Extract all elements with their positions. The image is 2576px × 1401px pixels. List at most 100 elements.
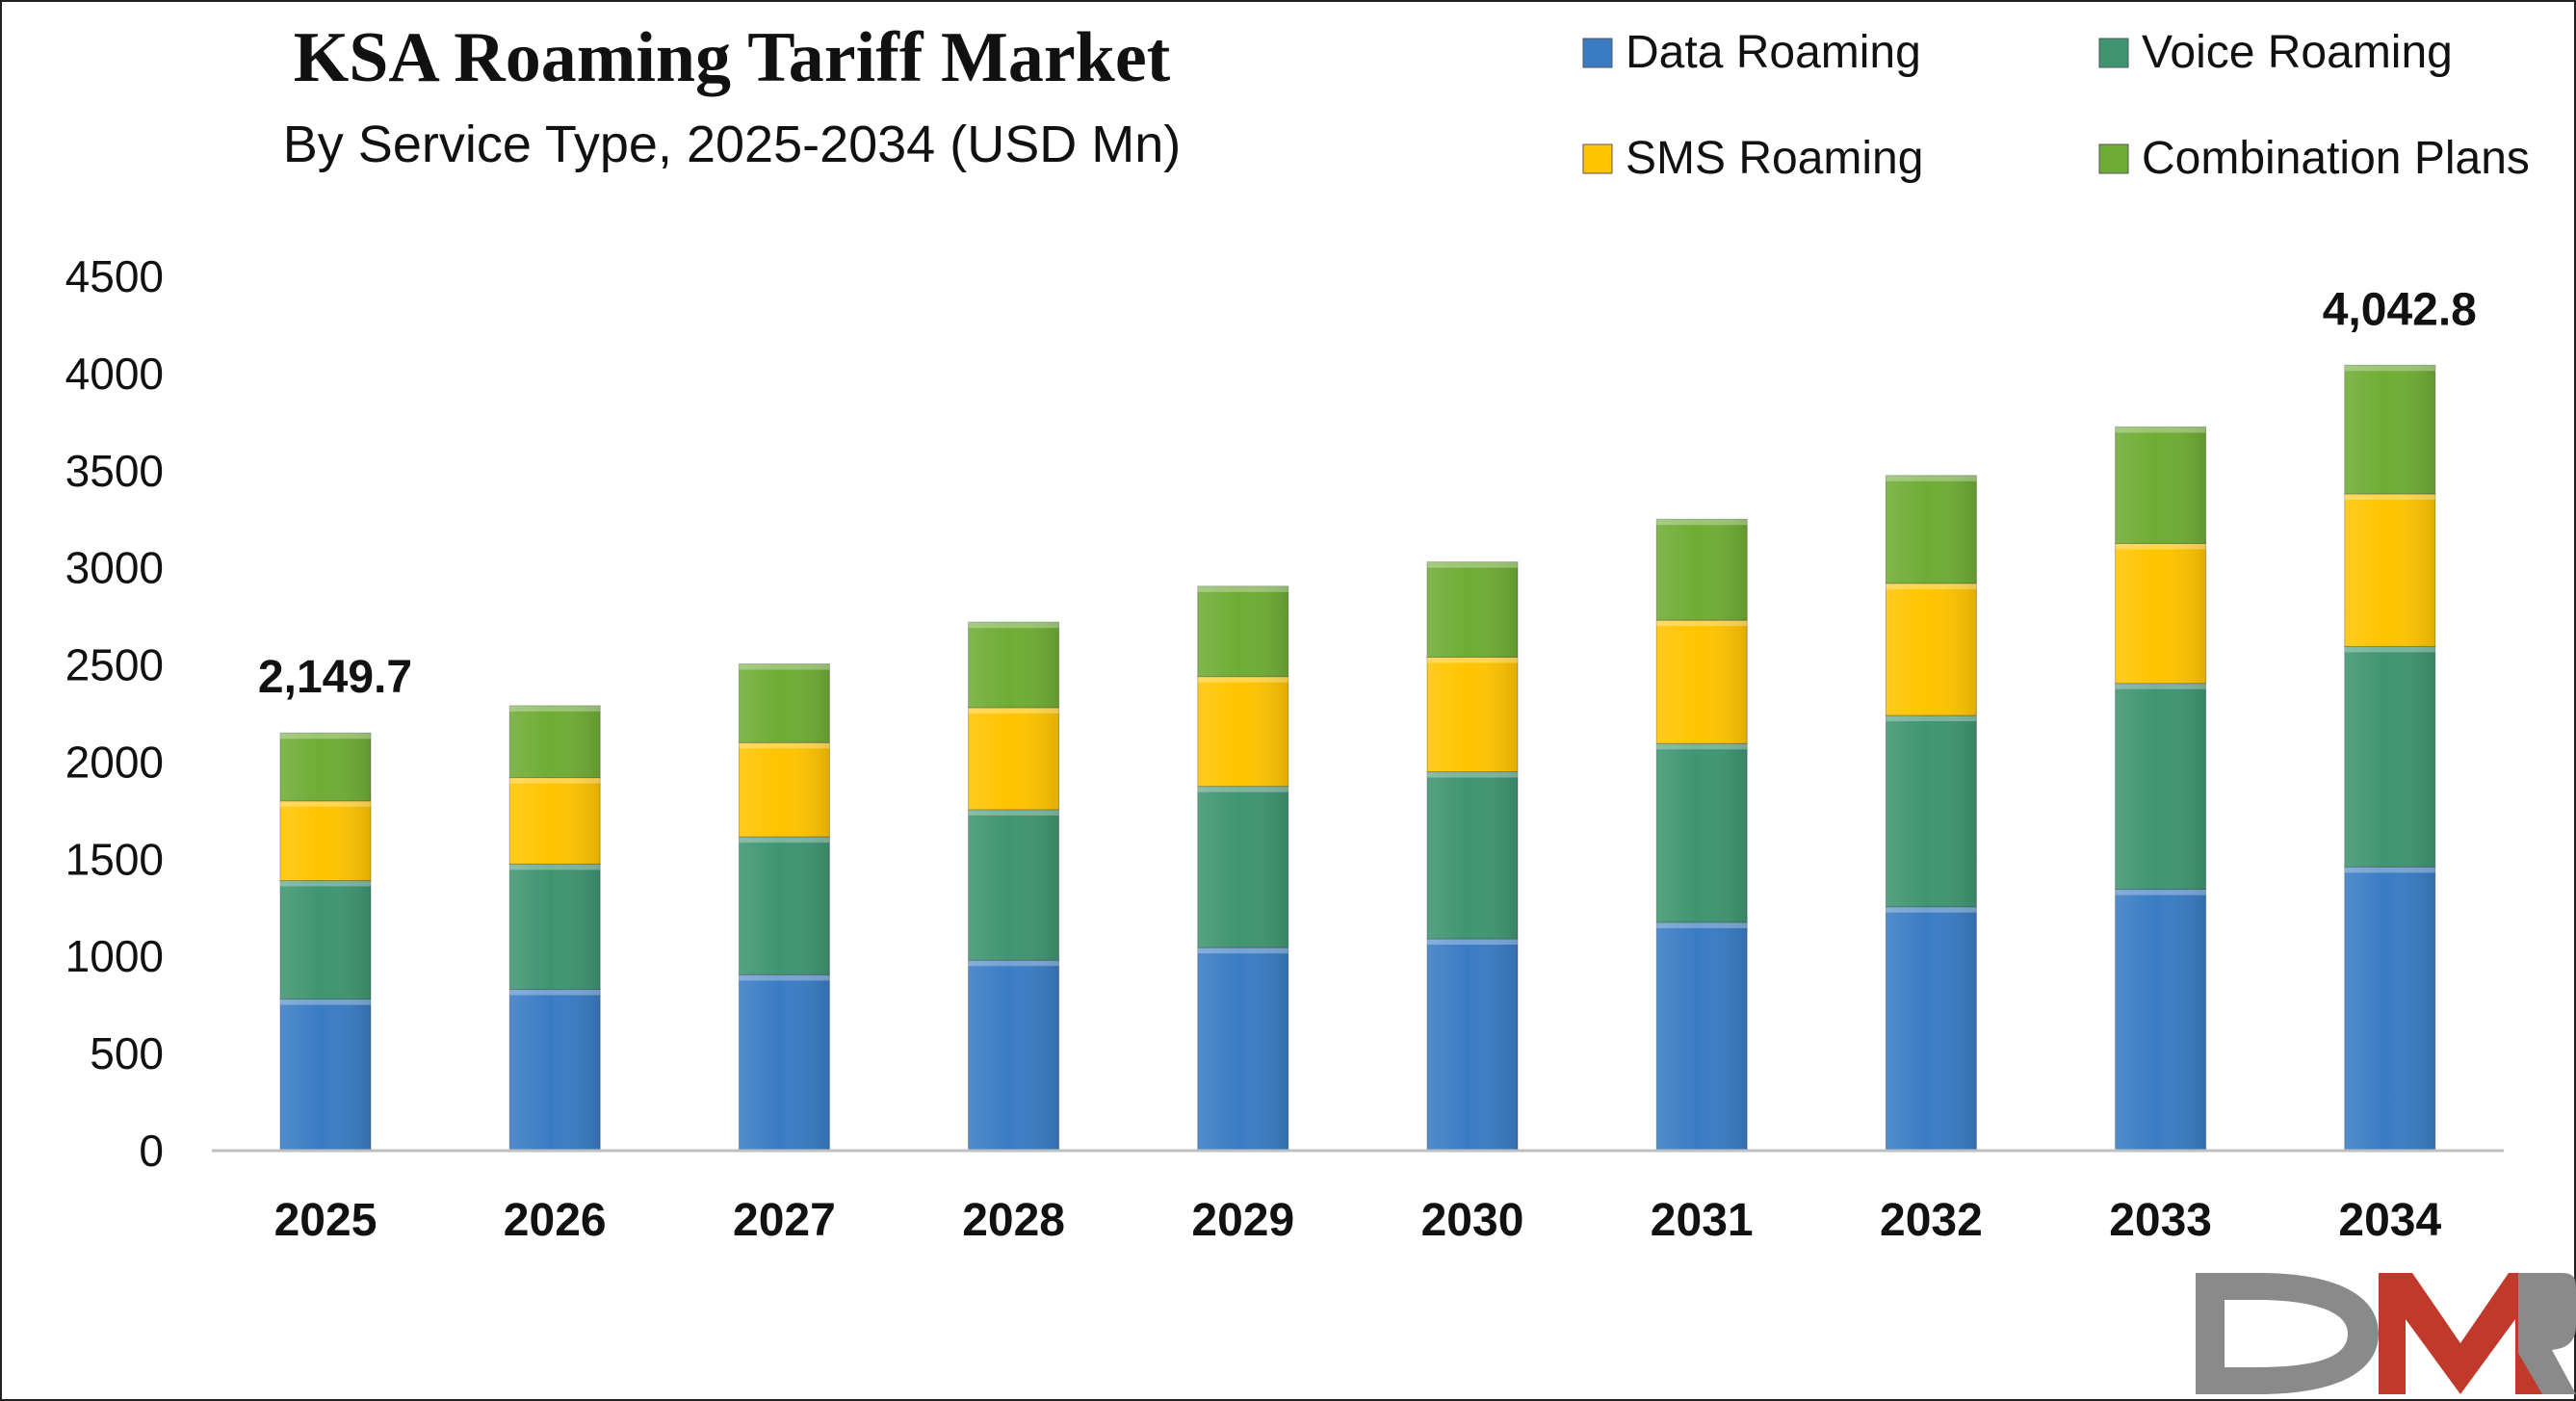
total-annotations: 2,149.7 4,042.8 — [258, 284, 2477, 703]
bar-voice-roaming-2033 — [2115, 683, 2207, 891]
legend-swatch-data-roaming — [1582, 38, 1613, 68]
x-tick-label-2033: 2033 — [2109, 1195, 2212, 1246]
bar-combination-plans-2029 — [1197, 585, 1289, 678]
x-tick-label-2028: 2028 — [962, 1195, 1065, 1246]
x-tick-label-2027: 2027 — [733, 1195, 836, 1246]
bar-data-roaming-2029 — [1197, 947, 1289, 1152]
bar-bevel-combination-plans-2025 — [280, 733, 371, 739]
bar-data-roaming-2032 — [1885, 906, 1977, 1152]
bar-bevel-combination-plans-2027 — [739, 663, 830, 670]
bar-data-roaming-2034 — [2344, 866, 2436, 1152]
bar-sms-roaming-2034 — [2344, 493, 2436, 647]
y-tick-label-0: 0 — [139, 1126, 164, 1176]
bar-sms-roaming-2028 — [968, 707, 1060, 811]
total-label-2034: 4,042.8 — [2323, 284, 2477, 335]
bar-bevel-sms-roaming-2032 — [1886, 583, 1977, 589]
bar-data-roaming-2027 — [738, 973, 830, 1152]
bar-combination-plans-2030 — [1426, 561, 1519, 658]
bar-stacks — [279, 364, 2436, 1152]
bar-sms-roaming-2026 — [508, 777, 601, 865]
x-tick-label-2032: 2032 — [1880, 1195, 1983, 1246]
x-tick-label-2029: 2029 — [1191, 1195, 1294, 1246]
legend-label-combination-plans: Combination Plans — [2142, 133, 2530, 184]
bar-bevel-data-roaming-2030 — [1427, 939, 1518, 946]
bar-bevel-combination-plans-2033 — [2115, 427, 2206, 433]
bar-bevel-sms-roaming-2029 — [1197, 676, 1288, 683]
bar-data-roaming-2026 — [508, 989, 601, 1152]
legend-label-sms-roaming: SMS Roaming — [1626, 133, 1923, 184]
bar-bevel-voice-roaming-2032 — [1886, 715, 1977, 722]
y-tick-label-4000: 4000 — [65, 349, 164, 399]
bar-bevel-data-roaming-2033 — [2115, 889, 2206, 895]
bar-bevel-sms-roaming-2030 — [1427, 657, 1518, 663]
bar-data-roaming-2031 — [1655, 921, 1748, 1152]
bar-combination-plans-2031 — [1655, 518, 1748, 621]
bar-combination-plans-2032 — [1885, 475, 1977, 584]
bar-bevel-combination-plans-2032 — [1886, 475, 1977, 481]
bar-voice-roaming-2025 — [279, 880, 372, 1000]
bar-bevel-voice-roaming-2034 — [2344, 646, 2435, 653]
bar-data-roaming-2030 — [1426, 938, 1519, 1152]
bar-sms-roaming-2031 — [1655, 619, 1748, 744]
x-axis: 2025 2026 2027 2028 2029 2030 2031 2032 2033 2034 — [212, 1149, 2504, 1246]
bar-bevel-data-roaming-2025 — [280, 999, 371, 1005]
bar-bevel-data-roaming-2026 — [509, 989, 601, 996]
bar-combination-plans-2028 — [968, 621, 1060, 709]
bar-voice-roaming-2032 — [1885, 714, 1977, 908]
bar-sms-roaming-2027 — [738, 741, 830, 838]
dmr-logo — [2196, 1273, 2576, 1394]
bar-sms-roaming-2030 — [1426, 656, 1519, 773]
legend-swatch-voice-roaming — [2098, 38, 2129, 68]
bar-data-roaming-2028 — [968, 959, 1060, 1152]
bar-voice-roaming-2027 — [738, 836, 830, 975]
y-tick-label-1500: 1500 — [65, 834, 164, 884]
y-tick-label-4500: 4500 — [65, 251, 164, 301]
bar-bevel-data-roaming-2027 — [739, 974, 830, 981]
bar-bevel-voice-roaming-2031 — [1656, 743, 1748, 750]
bar-sms-roaming-2025 — [279, 800, 372, 882]
bar-combination-plans-2026 — [508, 705, 601, 779]
bar-sms-roaming-2032 — [1885, 583, 1977, 716]
y-tick-label-500: 500 — [90, 1028, 164, 1078]
bar-bevel-sms-roaming-2027 — [739, 742, 830, 749]
legend-label-voice-roaming: Voice Roaming — [2142, 27, 2453, 78]
y-tick-label-1000: 1000 — [65, 931, 164, 981]
bar-bevel-sms-roaming-2026 — [509, 777, 601, 784]
bar-bevel-data-roaming-2029 — [1197, 947, 1288, 954]
bar-bevel-voice-roaming-2028 — [968, 809, 1059, 816]
bar-sms-roaming-2033 — [2115, 542, 2207, 685]
y-tick-label-2000: 2000 — [65, 737, 164, 787]
bar-bevel-data-roaming-2034 — [2344, 867, 2435, 873]
bar-bevel-data-roaming-2028 — [968, 960, 1059, 967]
bar-combination-plans-2033 — [2115, 426, 2207, 544]
bar-bevel-combination-plans-2034 — [2344, 365, 2435, 372]
bar-voice-roaming-2026 — [508, 863, 601, 991]
legend-swatch-sms-roaming — [1582, 143, 1613, 174]
bar-bevel-combination-plans-2030 — [1427, 561, 1518, 568]
x-tick-label-2025: 2025 — [274, 1195, 377, 1246]
bar-bevel-voice-roaming-2029 — [1197, 786, 1288, 792]
bar-bevel-combination-plans-2026 — [509, 705, 601, 712]
bar-bevel-sms-roaming-2028 — [968, 707, 1059, 713]
bar-bevel-voice-roaming-2033 — [2115, 683, 2206, 689]
bar-data-roaming-2025 — [279, 999, 372, 1152]
x-tick-label-2034: 2034 — [2338, 1195, 2441, 1246]
bar-voice-roaming-2028 — [968, 809, 1060, 961]
bar-bevel-data-roaming-2032 — [1886, 906, 1977, 913]
bar-bevel-sms-roaming-2033 — [2115, 543, 2206, 550]
legend-label-data-roaming: Data Roaming — [1626, 27, 1921, 78]
chart-subtitle: By Service Type, 2025-2034 (USD Mn) — [283, 116, 1181, 173]
bar-bevel-voice-roaming-2030 — [1427, 771, 1518, 778]
bar-combination-plans-2025 — [279, 732, 372, 802]
bar-data-roaming-2033 — [2115, 889, 2207, 1152]
chart-title: KSA Roaming Tariff Market — [294, 18, 1171, 97]
y-axis: 0 500 1000 1500 2000 2500 3000 3500 4000 4500 — [65, 251, 164, 1176]
x-tick-label-2026: 2026 — [504, 1195, 607, 1246]
y-tick-label-3500: 3500 — [65, 446, 164, 496]
bar-voice-roaming-2029 — [1197, 786, 1289, 948]
bar-bevel-voice-roaming-2026 — [509, 864, 601, 870]
bar-bevel-combination-plans-2029 — [1197, 585, 1288, 592]
bar-bevel-voice-roaming-2025 — [280, 880, 371, 887]
bar-voice-roaming-2030 — [1426, 771, 1519, 940]
